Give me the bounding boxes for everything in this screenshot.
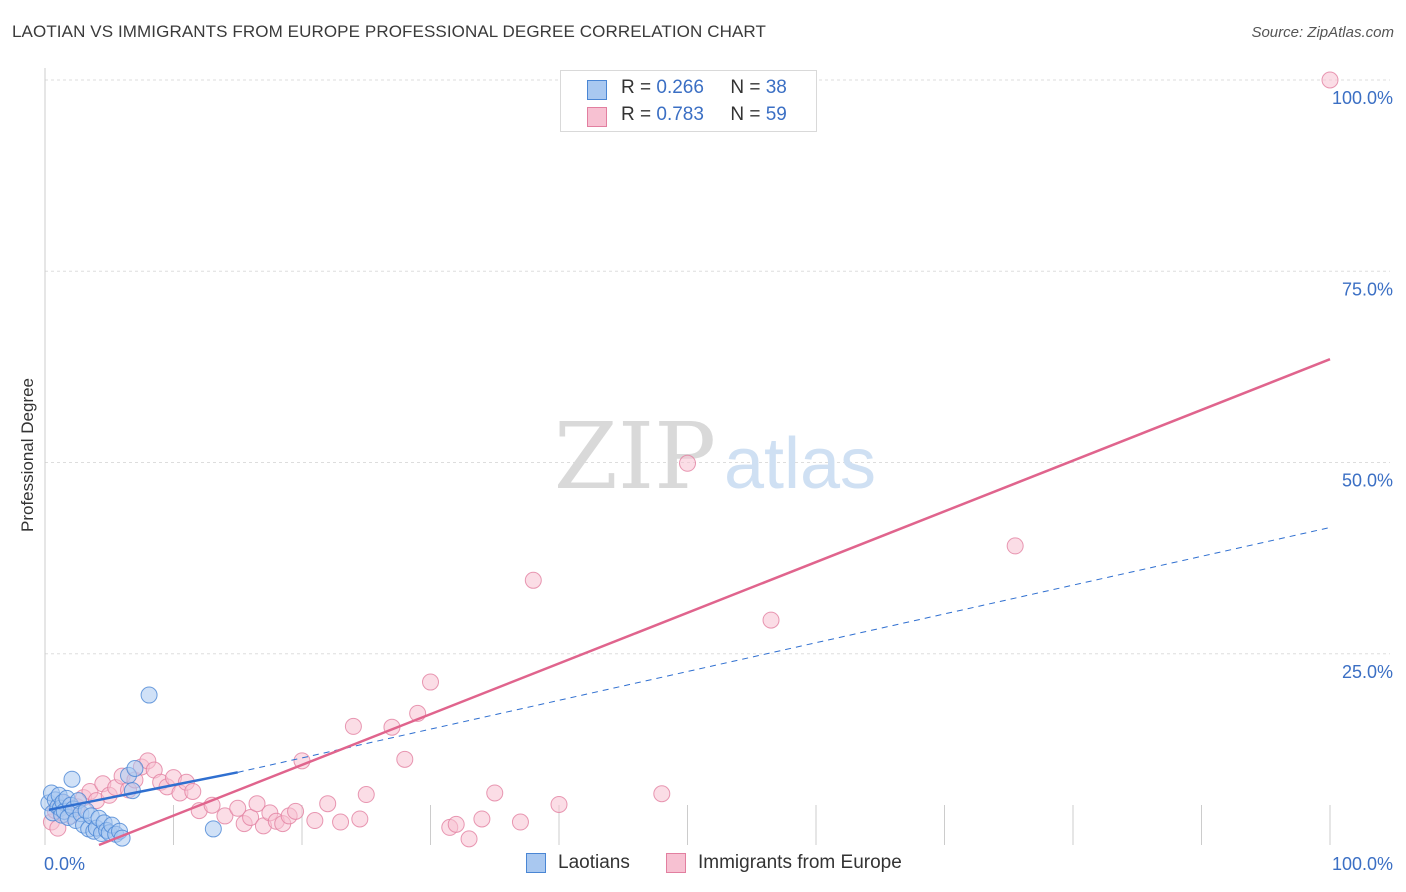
watermark-atlas: atlas [724,424,876,504]
europe-point [332,813,350,831]
europe-point [679,454,696,472]
europe-point [524,571,542,589]
legend-n-value: 59 [765,104,787,125]
legend-label-laotians: Laotians [558,852,630,873]
legend-swatch-pink [666,853,686,873]
laotian-trend-line [48,771,238,812]
y-axis-label: Professional Degree [18,378,37,532]
europe-point [447,815,465,833]
laotian-trend-dashed [237,527,1331,773]
europe-point [351,810,369,828]
europe-point [287,802,305,820]
x-tick-label-min: 0.0% [44,854,85,874]
y-tick-label: 50.0% [1342,471,1393,491]
laotian-point [63,770,81,788]
legend-label-europe: Immigrants from Europe [698,852,902,873]
laotian-point [123,782,141,800]
europe-point [762,611,780,629]
y-tick-label: 75.0% [1342,279,1393,299]
laotian-point [140,686,158,704]
europe-point [184,782,202,800]
europe-point [550,795,568,813]
correlation-legend: R = 0.266 N = 38 R = 0.783 N = 59 [560,70,817,132]
europe-point [319,795,337,813]
legend-swatch-blue [587,80,607,100]
legend-swatch-pink [587,107,607,127]
source-label: Source: ZipAtlas.com [1251,24,1394,41]
legend-r-label: R = [621,104,652,125]
europe-point [460,830,478,848]
laotian-point [204,820,222,838]
europe-point [1321,71,1339,89]
europe-point [242,808,260,826]
legend-n-label: N = [730,104,761,125]
watermark: ZIP atlas [554,403,876,510]
europe-trend-line [98,358,1331,847]
chart-title: LAOTIAN VS IMMIGRANTS FROM EUROPE PROFES… [12,22,766,41]
y-tick-label: 100.0% [1332,88,1393,108]
europe-point [511,813,529,831]
europe-point [473,810,491,828]
europe-point [248,795,266,813]
europe-point [396,750,414,768]
europe-point [653,785,671,803]
legend-r-value: 0.266 [656,77,704,98]
europe-point [357,786,375,804]
trend-lines [48,358,1331,847]
x-tick-label-max: 100.0% [1332,854,1393,874]
grid-lines [45,79,1390,845]
europe-point [422,673,439,691]
data-points [40,71,1339,848]
y-tick-label: 25.0% [1342,662,1393,682]
legend-n-label: N = [730,77,761,98]
europe-point [344,717,362,735]
europe-point [1006,537,1024,555]
legend-swatch-blue [526,853,546,873]
legend-n-value: 38 [765,77,787,98]
europe-point [486,784,504,802]
laotian-point [126,760,144,777]
europe-point [229,799,247,817]
tick-labels: 25.0% 50.0% 75.0% 100.0% 0.0% 100.0% [44,88,1393,874]
legend-r-label: R = [621,77,652,98]
europe-point [216,807,234,825]
legend-r-value: 0.783 [656,104,704,125]
europe-point [306,812,324,830]
